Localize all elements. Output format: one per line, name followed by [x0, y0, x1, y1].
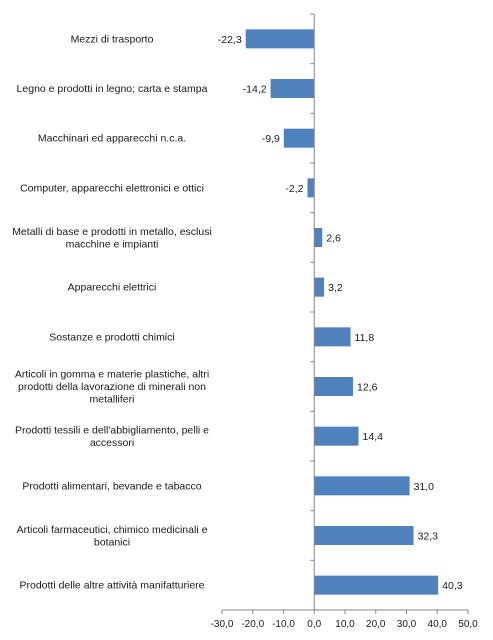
- bar: [314, 426, 359, 446]
- x-tick-label: 40,0: [428, 619, 448, 630]
- bar: [283, 128, 315, 148]
- category-label: Prodotti delle altre attività manifattur…: [19, 580, 204, 592]
- x-tick-label: 10,0: [335, 619, 355, 630]
- x-tick-label: 30,0: [397, 619, 417, 630]
- data-label: 32,3: [418, 531, 439, 543]
- category-label: Mezzi di trasporto: [71, 33, 154, 45]
- data-label: -22,3: [218, 34, 242, 46]
- bar: [314, 575, 439, 595]
- category-label: Articoli farmaceutici, chimico medicinal…: [17, 524, 208, 549]
- bar: [270, 79, 315, 98]
- data-label: 3,2: [328, 282, 343, 294]
- data-label: 11,8: [355, 332, 375, 344]
- data-label: 12,6: [357, 382, 378, 394]
- data-label: 14,4: [363, 431, 384, 443]
- bar: [314, 526, 414, 545]
- bar: [314, 327, 351, 347]
- bar: [314, 277, 325, 297]
- category-label: Apparecchi elettrici: [68, 282, 157, 294]
- bar: [314, 377, 353, 396]
- category-label: Legno e prodotti in legno; carta e stamp…: [17, 83, 208, 95]
- bar: [314, 476, 410, 496]
- category-label: Articoli in gomma e materie plastiche, a…: [15, 369, 209, 406]
- category-label: Sostanze e prodotti chimici: [49, 331, 174, 343]
- axes-group: [221, 13, 469, 614]
- data-label: -9,9: [262, 133, 280, 145]
- x-tick-label: -20,0: [241, 619, 264, 630]
- data-label: 31,0: [414, 481, 435, 493]
- x-tick-label: 0,0: [307, 619, 321, 630]
- value-labels: -22,3 -14,2 -9,9 -2,2 2,6 3,2 11,8 12,6 14,4 31,0…: [218, 34, 463, 592]
- x-tick-label: 20,0: [366, 619, 386, 630]
- category-label: Prodotti tessili e dell'abbigliamento, p…: [15, 424, 209, 449]
- x-tick-label: -30,0: [211, 619, 234, 630]
- x-tick-label: -10,0: [272, 619, 295, 630]
- data-label: -14,2: [243, 84, 267, 96]
- category-label: Computer, apparecchi elettronici e ottic…: [20, 182, 204, 194]
- category-label: Macchinari ed apparecchi n.c.a.: [38, 133, 186, 145]
- x-tick-labels: -30,0 -20,0 -10,0 0,0 10,0 20,0 30,0 40,0 50,0: [211, 619, 479, 630]
- category-labels: Mezzi di trasporto Legno e prodotti in le…: [12, 33, 212, 591]
- bar: [314, 228, 323, 247]
- category-label: Metalli di base e prodotti in metallo, e…: [12, 226, 212, 251]
- data-label: 40,3: [442, 580, 463, 592]
- bar: [245, 29, 315, 49]
- bars-group: [245, 29, 439, 595]
- x-tick-label: 50,0: [458, 619, 478, 630]
- data-label: 2,6: [326, 233, 341, 245]
- data-label: -2,2: [285, 183, 303, 195]
- bar: [307, 178, 315, 198]
- category-label: Prodotti alimentari, bevande e tabacco: [22, 480, 201, 492]
